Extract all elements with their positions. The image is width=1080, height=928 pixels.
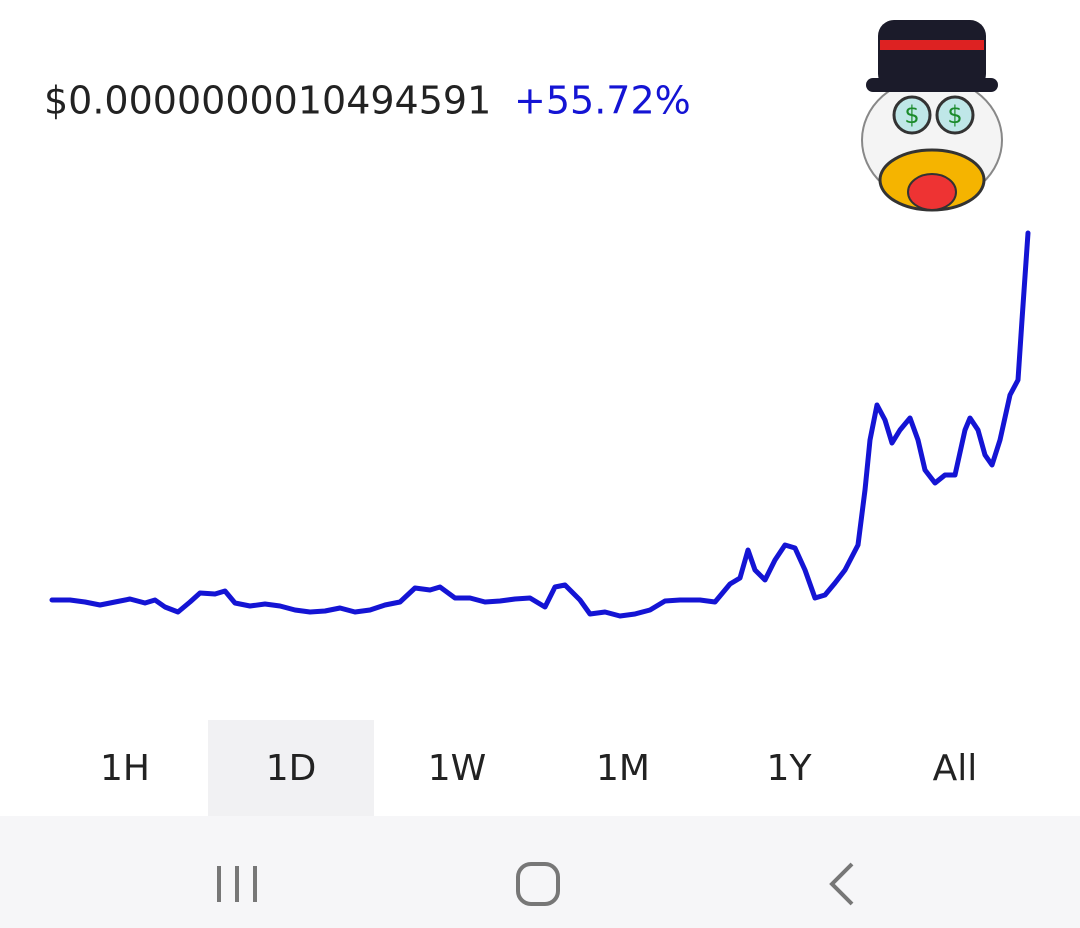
selected-range-bg — [208, 720, 374, 816]
range-tab[interactable]: 1D — [266, 748, 317, 789]
nav-bar — [0, 816, 1080, 928]
price-chart — [49, 230, 1031, 619]
price-line — [49, 230, 1031, 619]
svg-text:$: $ — [904, 101, 919, 129]
range-tab[interactable]: 1Y — [767, 748, 813, 789]
range-tab[interactable]: 1H — [100, 748, 150, 789]
back-button[interactable] — [829, 862, 854, 906]
price: $0.0000000010494591 — [44, 79, 491, 123]
home-button[interactable] — [516, 862, 560, 906]
recent-apps-button[interactable] — [217, 866, 257, 902]
svg-text:$: $ — [947, 101, 962, 129]
range-tab[interactable]: 1W — [428, 748, 487, 789]
avatar[interactable]: $ $ — [861, 20, 1003, 212]
nav-icons — [217, 862, 854, 906]
range-tab[interactable]: 1M — [596, 748, 650, 789]
range-tabs: 1H 1D 1W 1M 1Y All — [100, 748, 977, 789]
range-tab[interactable]: All — [933, 748, 978, 789]
change: +55.72% — [514, 79, 691, 123]
